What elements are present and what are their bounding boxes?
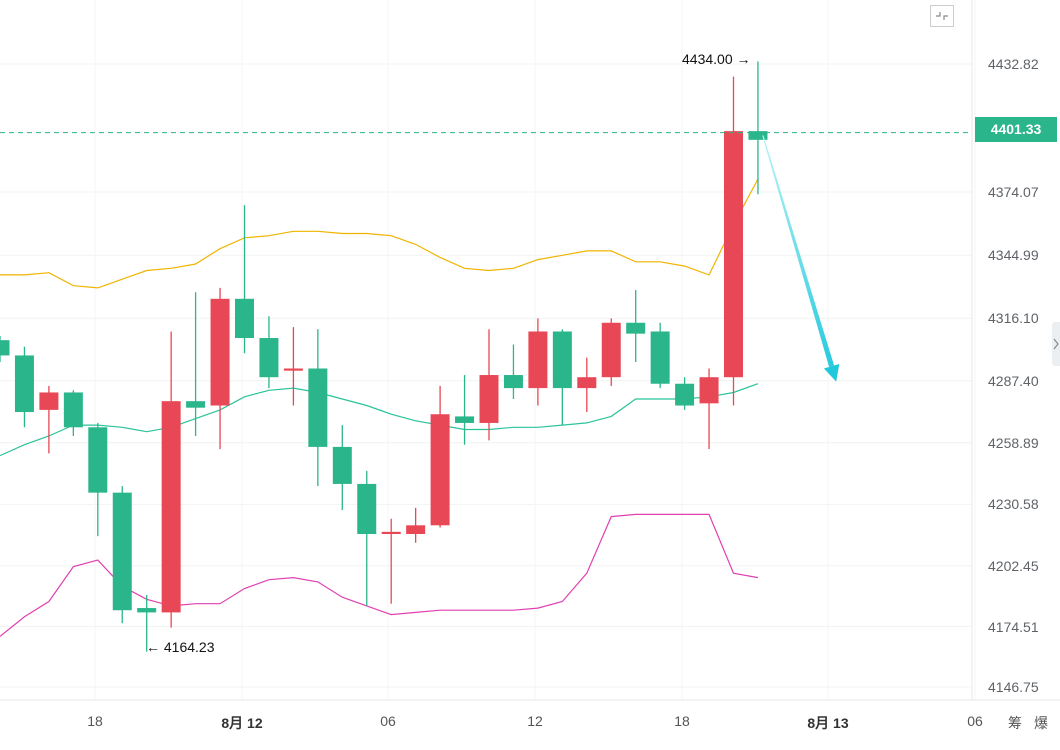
candle-body: [0, 340, 10, 356]
candle-body: [724, 131, 743, 378]
candle-body: [552, 331, 572, 389]
fullscreen-exit-button[interactable]: [930, 5, 954, 27]
candle-body: [112, 492, 132, 611]
bollinger-middle-line: [0, 383, 759, 457]
candle-body: [88, 427, 108, 493]
candle-body: [577, 377, 597, 389]
candle-body: [503, 375, 523, 389]
y-tick-label: 4258.89: [988, 434, 1039, 451]
candle-body: [528, 331, 548, 389]
candle-body: [63, 392, 83, 428]
x-tick-label: 12: [527, 713, 543, 729]
low-price-label: 4164.23: [163, 639, 215, 655]
candle-body: [601, 322, 621, 378]
x-tick-label: 18: [87, 713, 103, 729]
side-panel-toggle[interactable]: [1052, 322, 1060, 366]
footer-char-2[interactable]: 爆: [1034, 715, 1048, 731]
x-tick-label: 8月 13: [807, 715, 849, 731]
candle-body: [210, 298, 230, 406]
low-price-marker: ← 4164.23: [146, 639, 215, 655]
y-tick-label: 4146.75: [988, 679, 1039, 695]
y-tick-label: 4287.40: [988, 372, 1039, 389]
fullscreen-exit-icon: [936, 12, 948, 20]
candle-body: [381, 531, 401, 535]
candle-body: [479, 375, 499, 423]
projection-arrow-head: [823, 363, 840, 382]
y-tick-label: 4202.45: [988, 557, 1039, 574]
current-price-badge: 4401.33: [975, 117, 1057, 142]
candle-body: [14, 355, 34, 413]
y-tick-label: 4316.10: [988, 310, 1039, 327]
y-tick-label: 4432.82: [988, 56, 1039, 72]
x-tick-label: 06: [380, 713, 396, 729]
candle-body: [186, 401, 206, 408]
candle-body: [39, 392, 59, 410]
candle-body: [675, 383, 695, 406]
x-tick-label: 18: [674, 713, 690, 729]
candle-body: [357, 483, 377, 535]
candle-body: [699, 377, 719, 404]
candle-body: [283, 368, 303, 371]
candle-body: [161, 401, 181, 613]
overlay: [0, 132, 972, 382]
candle-body: [308, 368, 328, 447]
candle-body: [406, 525, 426, 535]
candle-body: [430, 414, 450, 526]
arrow-left-icon: ←: [146, 639, 164, 655]
candle-body: [748, 131, 768, 140]
y-tick-label: 4344.99: [988, 247, 1039, 264]
candles: [0, 61, 768, 652]
y-tick-label: 4374.07: [988, 183, 1039, 200]
projection-arrow-shaft: [762, 135, 835, 367]
high-price-label: 4434.00: [682, 51, 733, 67]
bollinger-upper-line: [0, 178, 759, 289]
high-price-marker: 4434.00 →: [682, 51, 751, 67]
candle-body: [259, 338, 279, 378]
y-tick-label: 4174.51: [988, 618, 1039, 635]
candle-body: [235, 298, 254, 339]
y-tick-label: 4230.58: [988, 496, 1039, 513]
arrow-right-icon: →: [736, 51, 751, 67]
candle-body: [332, 446, 352, 484]
candle-body: [455, 416, 475, 423]
chevron-right-icon: [1053, 338, 1059, 350]
x-tick-label: 06: [967, 713, 983, 729]
candle-body: [626, 322, 646, 334]
footer-char-1[interactable]: 筹: [1008, 715, 1022, 731]
x-tick-label: 8月 12: [221, 715, 263, 731]
candle-body: [137, 608, 157, 613]
candle-body: [650, 331, 670, 384]
